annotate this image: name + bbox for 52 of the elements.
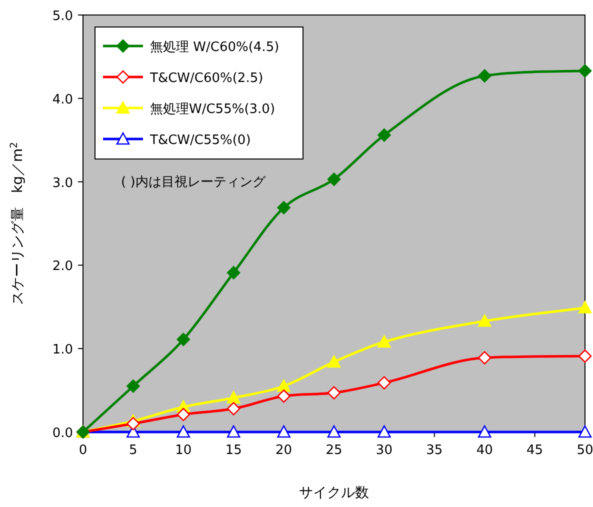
- point: [226, 266, 240, 280]
- point: [176, 332, 190, 346]
- x-tick-label: 45: [526, 443, 544, 458]
- point: [578, 349, 592, 363]
- y-tick-label: 0.0: [52, 426, 73, 441]
- x-axis-title: サイクル数: [299, 485, 369, 501]
- point: [327, 355, 341, 368]
- point: [378, 376, 391, 390]
- point: [327, 425, 341, 438]
- point: [277, 389, 290, 403]
- point: [226, 402, 240, 416]
- y-tick-label: 5.0: [52, 9, 73, 24]
- point: [277, 425, 290, 438]
- x-tick-label: 10: [175, 443, 192, 458]
- x-tick-label: 5: [129, 443, 138, 458]
- point: [478, 69, 492, 83]
- legend-label: 無処理 W/C60%(4.5): [150, 40, 280, 55]
- x-tick-label: 0: [78, 443, 88, 458]
- point: [176, 425, 190, 438]
- y-tick-label: 2.0: [52, 259, 73, 274]
- point: [327, 386, 341, 400]
- y-tick-label: 4.0: [52, 92, 73, 108]
- x-tick-label: 15: [225, 443, 242, 458]
- y-tick-label: 1.0: [52, 342, 73, 358]
- point: [277, 379, 290, 392]
- x-tick-label: 50: [576, 443, 593, 458]
- x-tick-label: 30: [376, 443, 392, 458]
- point: [176, 408, 190, 422]
- point: [126, 417, 140, 430]
- point: [226, 425, 240, 438]
- point: [578, 64, 592, 78]
- point: [478, 351, 492, 364]
- point: [126, 379, 140, 393]
- x-tick-label: 20: [276, 443, 292, 458]
- point: [226, 391, 240, 404]
- x-tick-label: 40: [476, 443, 493, 458]
- point: [277, 201, 290, 214]
- point: [378, 335, 391, 348]
- legend-label: 無処理W/C55%(3.0): [150, 102, 276, 117]
- point: [378, 128, 391, 142]
- legend-label: T&CW/C55%(0): [149, 133, 251, 148]
- point: [578, 425, 592, 438]
- legend-label: T&CW/C60%(2.5): [149, 71, 264, 86]
- x-tick-label: 35: [426, 443, 443, 458]
- point: [478, 314, 492, 327]
- point: [378, 425, 391, 438]
- y-tick-label: 3.0: [52, 176, 73, 191]
- point: [327, 172, 341, 186]
- x-tick-label: 25: [326, 443, 342, 458]
- point: [478, 425, 492, 438]
- point: [578, 301, 592, 314]
- annotation: ( )内は目視レーティング: [121, 174, 266, 190]
